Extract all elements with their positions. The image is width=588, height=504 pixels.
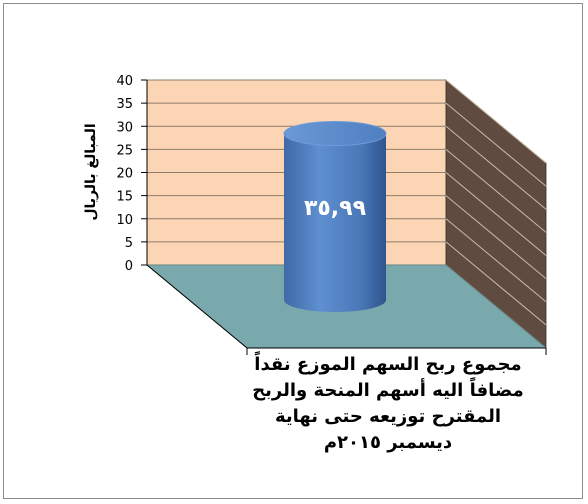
- bar-data-label: ٣٥,٩٩: [304, 196, 366, 221]
- category-label-line-3: المقترح توزيعه حتى نهاية: [274, 406, 502, 427]
- side-gridline-20: [445, 172, 547, 256]
- side-gridline-35: [445, 102, 547, 187]
- bar-cylinder-body: [284, 133, 386, 312]
- y-tick-label-25: 25: [116, 143, 133, 158]
- bar-cylinder: ٣٥,٩٩: [283, 121, 387, 312]
- category-label-line-1: مجموع ربح السهم الموزع نقداً: [254, 354, 522, 375]
- y-tick-label-20: 20: [116, 167, 133, 182]
- side-gridline-30: [445, 125, 547, 210]
- y-tick-label-15: 15: [116, 190, 133, 205]
- side-gridline-15: [445, 195, 547, 280]
- category-label-line-4: ديسمبر ٢٠١٥م: [323, 432, 453, 453]
- y-tick-label-0: 0: [125, 259, 133, 274]
- side-gridline-10: [445, 218, 547, 303]
- category-label-line-2: مضافاً اليه أسهم المنحة والربح: [252, 380, 524, 401]
- category-label: مجموع ربح السهم الموزع نقداً مضافاً اليه…: [238, 352, 538, 456]
- side-gridline-25: [445, 148, 547, 233]
- bar-cylinder-top: [283, 121, 387, 147]
- side-gridline-40: [445, 79, 547, 164]
- y-tick-label-10: 10: [116, 213, 133, 228]
- y-tick-label-30: 30: [116, 120, 133, 135]
- x-axis-depth-line: [146, 264, 248, 349]
- y-tick-label-35: 35: [116, 97, 133, 112]
- y-tick-label-40: 40: [116, 74, 133, 89]
- side-gridline-5: [445, 241, 547, 326]
- y-axis-title: المبالغ بالريال: [83, 123, 99, 220]
- y-tick-label-5: 5: [125, 236, 133, 251]
